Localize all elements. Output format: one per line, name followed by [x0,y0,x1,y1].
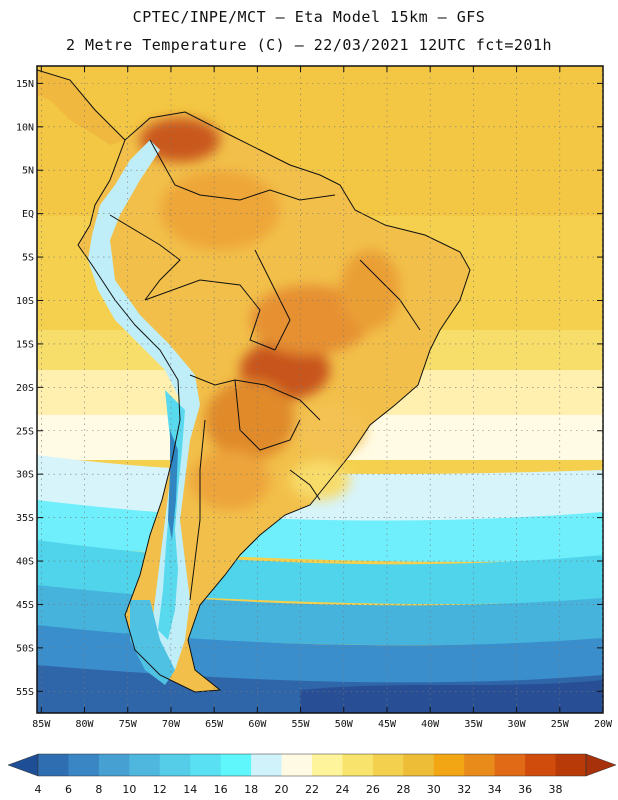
lat-tick-label: 35S [16,513,34,524]
colorbar: 4 6 8 10 12 14 16 18 20 22 24 26 28 30 32 34 36 38 [7,753,617,796]
lon-tick-label: 65W [205,719,224,730]
colorbar-label: 14 [183,783,197,796]
colorbar-swatch [312,754,343,776]
colorbar-label: 12 [153,783,167,796]
colorbar-label: 20 [275,783,289,796]
colorbar-swatch [403,754,435,776]
colorbar-swatch [190,754,222,776]
lat-tick-label: 15N [16,79,34,90]
colorbar-label: 28 [396,783,410,796]
lon-tick-label: 40W [421,719,440,730]
colorbar-outline [37,753,587,777]
country-borders [37,69,471,693]
lat-lon-gridlines [37,66,603,713]
colorbar-label: 30 [427,783,441,796]
colorbar-label: 26 [366,783,380,796]
colorbar-label: 4 [35,783,42,796]
lat-tick-label: 45S [16,600,34,611]
lat-tick-label: 15S [16,339,34,350]
colorbar-label: 8 [95,783,102,796]
colorbar-label: 34 [488,783,502,796]
lon-tick-label: 25W [551,719,570,730]
colorbar-swatch [129,754,161,776]
map-axes: 15N 10N 5N EQ 5S 10S 15S 20S 25S 30S 35S 40S 45S 50S 5… [16,66,613,730]
map-title-line1: CPTEC/INPE/MCT – Eta Model 15km – GFS [132,8,486,26]
lon-tick-label: 50W [335,719,354,730]
lon-tick-label: 80W [75,719,94,730]
colorbar-swatch [220,754,252,776]
lon-tick-label: 60W [248,719,267,730]
colorbar-under-arrow [7,753,39,777]
colorbar-label: 32 [457,783,471,796]
lon-tick-label: 85W [32,719,51,730]
temperature-field [37,66,603,713]
colorbar-label: 38 [549,783,563,796]
lon-tick-label: 30W [508,719,527,730]
colorbar-swatch [98,754,130,776]
colorbar-label: 10 [122,783,136,796]
colorbar-label: 24 [335,783,349,796]
colorbar-swatch [342,754,374,776]
colorbar-swatch [464,754,496,776]
lat-tick-label: 40S [16,557,34,568]
lon-tick-label: 70W [162,719,181,730]
colorbar-swatch [68,754,100,776]
colorbar-label: 36 [518,783,532,796]
lat-tick-label: 5S [22,253,34,264]
lat-tick-label: 10S [16,296,34,307]
lat-tick-label: 20S [16,383,34,394]
lat-tick-label: 50S [16,643,34,654]
lon-tick-label: 20W [594,719,613,730]
map-title-line2: 2 Metre Temperature (C) – 22/03/2021 12U… [65,36,553,54]
colorbar-label: 18 [244,783,258,796]
lat-tick-label: 55S [16,687,34,698]
lat-tick-label: 30S [16,470,34,481]
colorbar-label: 6 [65,783,72,796]
colorbar-swatch [372,754,404,776]
colorbar-over-arrow [585,753,617,777]
colorbar-swatch [159,754,191,776]
colorbar-swatch [555,754,587,776]
lon-tick-label: 45W [378,719,397,730]
lat-tick-label: 10N [16,122,34,133]
colorbar-swatch [525,754,556,776]
lat-tick-label: 25S [16,426,34,437]
lat-tick-label: 5N [22,166,34,177]
colorbar-label: 22 [305,783,319,796]
plot-frame [36,65,604,714]
colorbar-swatch [251,754,282,776]
lon-tick-label: 55W [292,719,311,730]
colorbar-swatch [494,754,526,776]
colorbar-swatch [433,754,465,776]
lon-tick-label: 35W [464,719,483,730]
lon-tick-label: 75W [119,719,138,730]
colorbar-swatch [281,754,313,776]
colorbar-swatch [38,754,69,776]
colorbar-label: 16 [214,783,228,796]
lat-tick-label: EQ [22,209,34,220]
